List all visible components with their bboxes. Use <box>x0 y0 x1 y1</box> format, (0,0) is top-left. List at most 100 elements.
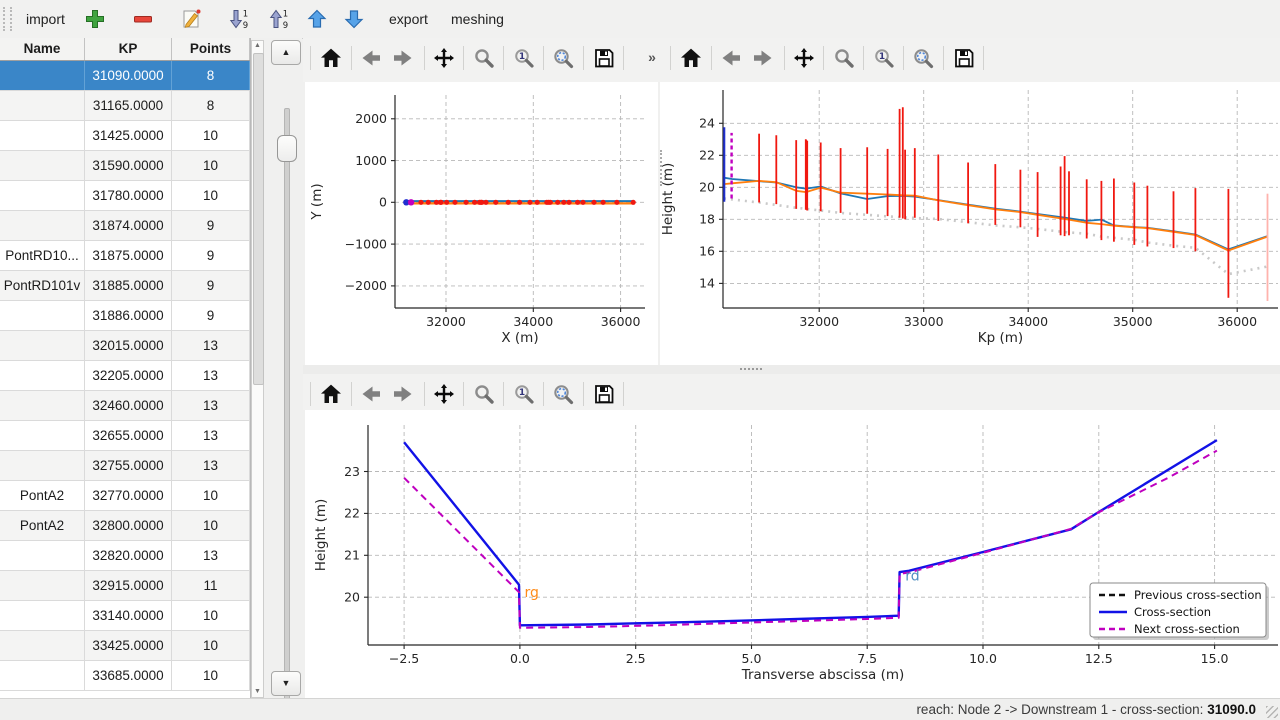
cell-kp[interactable]: 31165.0000 <box>85 91 172 120</box>
cell-points[interactable]: 10 <box>172 481 250 510</box>
horizontal-splitter[interactable] <box>303 365 1280 374</box>
table-row[interactable]: 31090.0000 8 <box>0 61 250 91</box>
column-header-name[interactable]: Name <box>0 38 85 60</box>
table-row[interactable]: 33140.0000 10 <box>0 601 250 631</box>
cell-points[interactable]: 10 <box>172 601 250 630</box>
forward-button[interactable] <box>390 381 416 407</box>
cross-section-chart[interactable]: −2.5 0.0 2.5 5.0 7.5 10.0 12.5 15.0 20 21 22 23 Tran… <box>305 410 1280 698</box>
cross-section-table[interactable]: Name KP Points 31090.0000 8 31165.0000 8 31425… <box>0 38 251 698</box>
scroll-up-icon[interactable]: ▲ <box>254 42 261 49</box>
cell-points[interactable]: 9 <box>172 271 250 300</box>
edit-button[interactable] <box>178 6 204 32</box>
cell-points[interactable]: 13 <box>172 421 250 450</box>
table-row[interactable]: PontA2 32770.0000 10 <box>0 481 250 511</box>
cell-name[interactable] <box>0 211 85 240</box>
zoom-to-rect-button[interactable] <box>550 45 576 71</box>
table-row[interactable]: PontRD101v 31885.0000 9 <box>0 271 250 301</box>
back-button[interactable] <box>358 381 384 407</box>
meshing-button[interactable]: meshing <box>451 11 504 27</box>
table-row[interactable]: 31874.0000 9 <box>0 211 250 241</box>
cell-name[interactable] <box>0 601 85 630</box>
zoom-button[interactable] <box>831 45 857 71</box>
cell-points[interactable]: 8 <box>172 91 250 120</box>
table-row[interactable]: PontRD10... 31875.0000 9 <box>0 241 250 271</box>
table-row[interactable]: PontA2 32800.0000 10 <box>0 511 250 541</box>
table-row[interactable]: 31425.0000 10 <box>0 121 250 151</box>
save-button[interactable] <box>951 45 977 71</box>
zoom-in-one-button[interactable]: 1 <box>511 381 537 407</box>
cell-name[interactable] <box>0 661 85 690</box>
cell-kp[interactable]: 32820.0000 <box>85 541 172 570</box>
table-row[interactable]: 32205.0000 13 <box>0 361 250 391</box>
cell-name[interactable]: PontRD10... <box>0 241 85 270</box>
cell-kp[interactable]: 32460.0000 <box>85 391 172 420</box>
zoom-in-one-button[interactable]: 1 <box>871 45 897 71</box>
forward-button[interactable] <box>750 45 776 71</box>
panel-slider-thumb[interactable] <box>277 135 297 162</box>
cell-kp[interactable]: 33685.0000 <box>85 661 172 690</box>
table-row[interactable]: 32015.0000 13 <box>0 331 250 361</box>
move-up-button[interactable] <box>304 6 330 32</box>
column-header-kp[interactable]: KP <box>85 38 172 60</box>
cell-points[interactable]: 11 <box>172 571 250 600</box>
save-button[interactable] <box>591 45 617 71</box>
zoom-button[interactable] <box>471 45 497 71</box>
cell-name[interactable] <box>0 121 85 150</box>
horizontal-splitter-grip[interactable] <box>740 368 762 373</box>
cell-name[interactable] <box>0 421 85 450</box>
zoom-in-one-button[interactable]: 1 <box>511 45 537 71</box>
table-scrollbar-thumb[interactable] <box>253 53 264 385</box>
cell-kp[interactable]: 32800.0000 <box>85 511 172 540</box>
cell-points[interactable]: 13 <box>172 391 250 420</box>
cell-kp[interactable]: 33425.0000 <box>85 631 172 660</box>
cell-points[interactable]: 13 <box>172 331 250 360</box>
toolbar-grip[interactable] <box>3 7 12 31</box>
resize-grip-icon[interactable] <box>1266 706 1278 718</box>
panel-slider-track[interactable] <box>284 108 290 708</box>
back-button[interactable] <box>718 45 744 71</box>
cell-name[interactable] <box>0 331 85 360</box>
scroll-down-icon[interactable]: ▼ <box>254 688 261 695</box>
column-header-points[interactable]: Points <box>172 38 250 60</box>
cell-kp[interactable]: 31875.0000 <box>85 241 172 270</box>
table-row[interactable]: 33685.0000 10 <box>0 661 250 691</box>
table-row[interactable]: 33425.0000 10 <box>0 631 250 661</box>
cell-name[interactable] <box>0 181 85 210</box>
remove-button[interactable] <box>130 6 156 32</box>
cell-name[interactable] <box>0 61 85 90</box>
cell-points[interactable]: 10 <box>172 181 250 210</box>
cell-name[interactable] <box>0 91 85 120</box>
back-button[interactable] <box>358 45 384 71</box>
toolbar-overflow-button[interactable]: » <box>648 49 656 65</box>
cell-name[interactable] <box>0 571 85 600</box>
import-button[interactable]: import <box>26 11 65 27</box>
cell-kp[interactable]: 32655.0000 <box>85 421 172 450</box>
cell-points[interactable]: 10 <box>172 631 250 660</box>
table-scrollbar[interactable]: ▲ ▼ <box>251 40 264 698</box>
cell-name[interactable]: PontA2 <box>0 511 85 540</box>
cell-points[interactable]: 10 <box>172 511 250 540</box>
cell-kp[interactable]: 32205.0000 <box>85 361 172 390</box>
cell-name[interactable] <box>0 451 85 480</box>
panel-scroll-down-button[interactable]: ▼ <box>271 671 301 696</box>
zoom-to-rect-button[interactable] <box>550 381 576 407</box>
cell-points[interactable]: 10 <box>172 121 250 150</box>
cell-kp[interactable]: 31590.0000 <box>85 151 172 180</box>
pan-button[interactable] <box>791 45 817 71</box>
table-row[interactable]: 32460.0000 13 <box>0 391 250 421</box>
home-button[interactable] <box>318 45 344 71</box>
zoom-button[interactable] <box>471 381 497 407</box>
table-row[interactable]: 32915.0000 11 <box>0 571 250 601</box>
save-button[interactable] <box>591 381 617 407</box>
cell-name[interactable]: PontA2 <box>0 481 85 510</box>
panel-scroll-up-button[interactable]: ▲ <box>271 40 301 65</box>
cell-kp[interactable]: 32755.0000 <box>85 451 172 480</box>
cell-name[interactable] <box>0 631 85 660</box>
cell-points[interactable]: 13 <box>172 541 250 570</box>
table-row[interactable]: 31590.0000 10 <box>0 151 250 181</box>
cell-points[interactable]: 8 <box>172 61 250 90</box>
cell-kp[interactable]: 32015.0000 <box>85 331 172 360</box>
cell-points[interactable]: 9 <box>172 211 250 240</box>
